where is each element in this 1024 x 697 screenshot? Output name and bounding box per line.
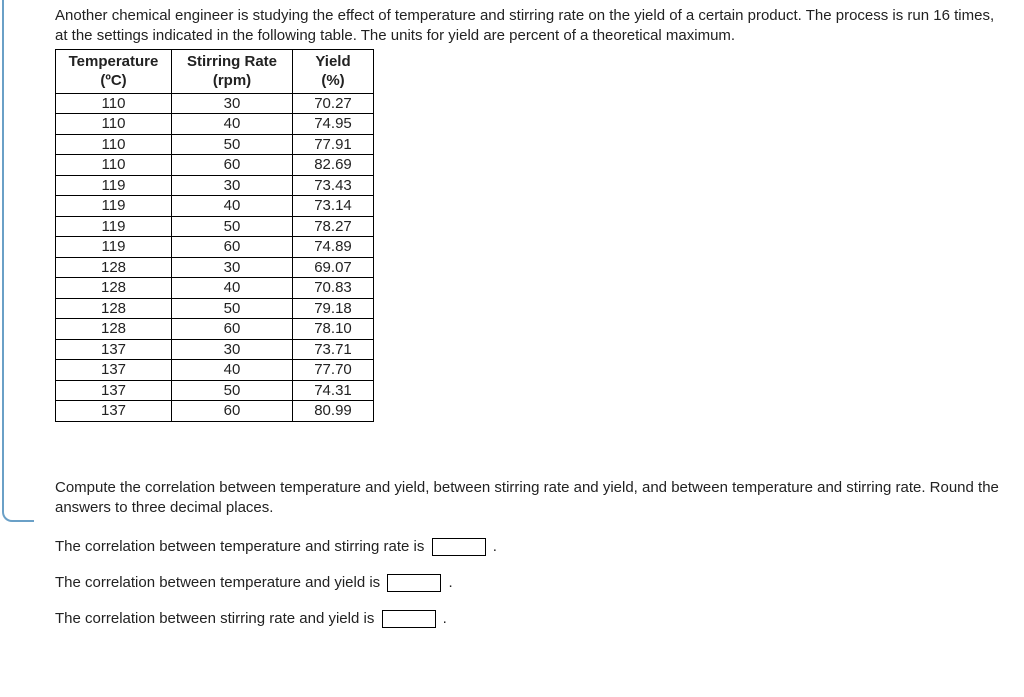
- table-cell: 40: [172, 196, 293, 217]
- table-cell: 60: [172, 237, 293, 258]
- answer-prefix: The correlation between temperature and …: [55, 574, 384, 591]
- table-cell: 77.70: [293, 360, 374, 381]
- question-text: Compute the correlation between temperat…: [55, 478, 1004, 519]
- intro-text: Another chemical engineer is studying th…: [55, 6, 1004, 47]
- table-cell: 128: [56, 257, 172, 278]
- table-row: 1283069.07: [56, 257, 374, 278]
- table-cell: 110: [56, 155, 172, 176]
- table-row: 1106082.69: [56, 155, 374, 176]
- table-cell: 128: [56, 319, 172, 340]
- table-cell: 82.69: [293, 155, 374, 176]
- table-row: 1194073.14: [56, 196, 374, 217]
- col-header-yield: Yield (%): [293, 49, 374, 93]
- table-cell: 60: [172, 401, 293, 422]
- answer-input-temp-stir[interactable]: [432, 538, 486, 556]
- table-cell: 60: [172, 155, 293, 176]
- answer-input-temp-yield[interactable]: [387, 574, 441, 592]
- table-cell: 119: [56, 216, 172, 237]
- table-cell: 30: [172, 93, 293, 114]
- table-row: 1196074.89: [56, 237, 374, 258]
- page: Another chemical engineer is studying th…: [0, 0, 1024, 666]
- answer-line-stir-yield: The correlation between stirring rate an…: [55, 610, 1004, 628]
- table-cell: 74.31: [293, 380, 374, 401]
- table-cell: 78.10: [293, 319, 374, 340]
- col-header-label: Yield: [315, 53, 350, 70]
- table-cell: 128: [56, 298, 172, 319]
- table-row: 1104074.95: [56, 114, 374, 135]
- table-cell: 50: [172, 134, 293, 155]
- table-cell: 73.14: [293, 196, 374, 217]
- table-cell: 78.27: [293, 216, 374, 237]
- table-row: 1373073.71: [56, 339, 374, 360]
- answer-suffix: .: [439, 610, 447, 627]
- table-row: 1285079.18: [56, 298, 374, 319]
- table-row: 1195078.27: [56, 216, 374, 237]
- answer-prefix: The correlation between stirring rate an…: [55, 610, 379, 627]
- col-header-temperature: Temperature (ºC): [56, 49, 172, 93]
- answer-input-stir-yield[interactable]: [382, 610, 436, 628]
- table-cell: 137: [56, 401, 172, 422]
- col-header-unit: (rpm): [213, 72, 251, 89]
- table-cell: 119: [56, 175, 172, 196]
- table-cell: 137: [56, 380, 172, 401]
- table-cell: 30: [172, 175, 293, 196]
- table-cell: 70.27: [293, 93, 374, 114]
- table-cell: 50: [172, 380, 293, 401]
- col-header-label: Temperature: [69, 53, 159, 70]
- col-header-stirring: Stirring Rate (rpm): [172, 49, 293, 93]
- table-cell: 73.43: [293, 175, 374, 196]
- col-header-unit: (ºC): [100, 72, 126, 89]
- table-cell: 119: [56, 196, 172, 217]
- table-cell: 74.95: [293, 114, 374, 135]
- table-cell: 40: [172, 360, 293, 381]
- table-row: 1284070.83: [56, 278, 374, 299]
- col-header-label: Stirring Rate: [187, 53, 277, 70]
- table-cell: 40: [172, 278, 293, 299]
- data-table: Temperature (ºC) Stirring Rate (rpm) Yie…: [55, 49, 374, 422]
- table-cell: 80.99: [293, 401, 374, 422]
- table-cell: 137: [56, 339, 172, 360]
- table-row: 1375074.31: [56, 380, 374, 401]
- table-cell: 70.83: [293, 278, 374, 299]
- table-cell: 40: [172, 114, 293, 135]
- table-cell: 60: [172, 319, 293, 340]
- answer-line-temp-yield: The correlation between temperature and …: [55, 574, 1004, 592]
- table-cell: 119: [56, 237, 172, 258]
- table-row: 1105077.91: [56, 134, 374, 155]
- col-header-unit: (%): [321, 72, 344, 89]
- answer-suffix: .: [489, 538, 497, 555]
- table-row: 1286078.10: [56, 319, 374, 340]
- table-cell: 110: [56, 134, 172, 155]
- table-cell: 73.71: [293, 339, 374, 360]
- answer-suffix: .: [444, 574, 452, 591]
- answer-prefix: The correlation between temperature and …: [55, 538, 429, 555]
- table-cell: 30: [172, 257, 293, 278]
- table-cell: 137: [56, 360, 172, 381]
- table-cell: 79.18: [293, 298, 374, 319]
- table-row: 1103070.27: [56, 93, 374, 114]
- table-cell: 50: [172, 216, 293, 237]
- table-cell: 110: [56, 93, 172, 114]
- table-row: 1193073.43: [56, 175, 374, 196]
- answer-line-temp-stir: The correlation between temperature and …: [55, 538, 1004, 556]
- table-row: 1376080.99: [56, 401, 374, 422]
- table-cell: 74.89: [293, 237, 374, 258]
- table-cell: 30: [172, 339, 293, 360]
- table-cell: 77.91: [293, 134, 374, 155]
- table-row: 1374077.70: [56, 360, 374, 381]
- table-cell: 128: [56, 278, 172, 299]
- table-cell: 110: [56, 114, 172, 135]
- table-cell: 69.07: [293, 257, 374, 278]
- table-cell: 50: [172, 298, 293, 319]
